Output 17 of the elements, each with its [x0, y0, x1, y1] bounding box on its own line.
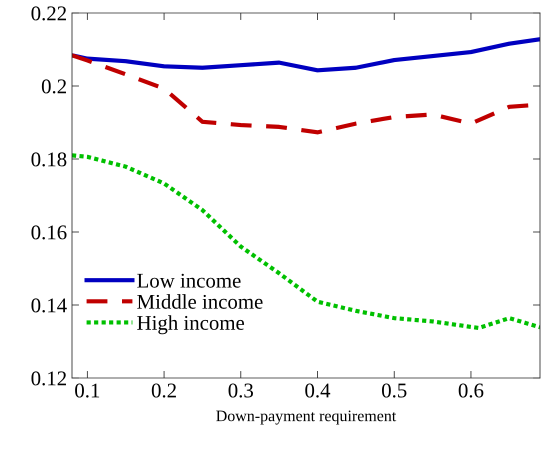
line-series: [72, 37, 540, 72]
y-tick-label: 0.12: [31, 371, 66, 386]
legend-label: High income: [137, 315, 244, 334]
x-tick-label: 0.6: [458, 383, 484, 398]
y-tick-label: 0.16: [31, 225, 67, 240]
x-tick-label: 0.5: [382, 383, 406, 398]
x-tick-label: 0.3: [228, 383, 253, 398]
y-tick-label: 0.2: [42, 79, 66, 94]
y-tick-label: 0.14: [31, 298, 67, 313]
x-tick-label: 0.4: [305, 383, 330, 398]
x-axis-title: Down-payment requirement: [216, 410, 396, 425]
legend-label: Middle income: [137, 294, 263, 309]
x-tick-label: 0.2: [152, 383, 176, 398]
y-tick-label: 0.18: [31, 152, 66, 167]
x-tick-label: 0.1: [75, 383, 100, 398]
y-tick-label: 0.22: [31, 6, 66, 21]
legend-label: Low income: [137, 274, 241, 288]
